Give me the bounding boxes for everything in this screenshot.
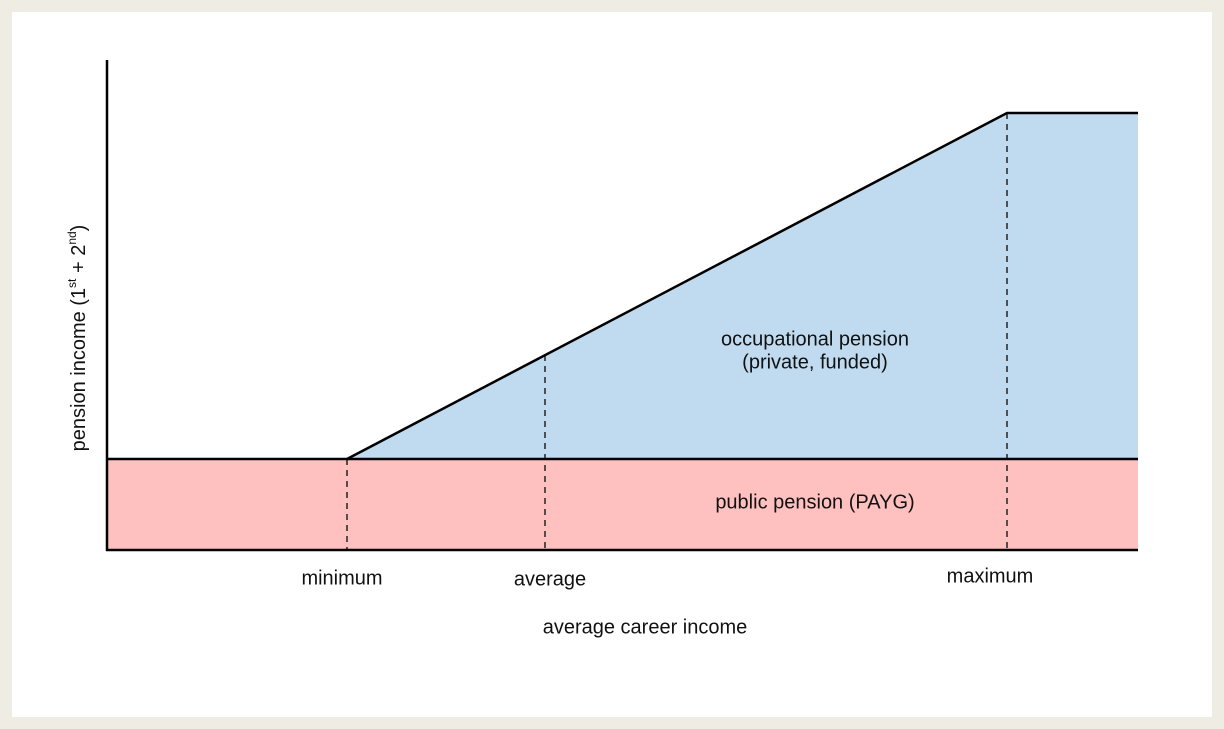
region-label: public pension (PAYG)	[715, 491, 914, 513]
y-label-sup: st	[65, 278, 79, 288]
x-marker-label: minimum	[301, 567, 382, 589]
occupational-region	[347, 113, 1138, 459]
y-label-sup: nd	[65, 231, 79, 244]
x-axis-label: average career income	[543, 616, 748, 638]
region-label: (private, funded)	[742, 351, 888, 373]
x-marker-label: average	[514, 568, 586, 590]
lines	[105, 60, 1138, 552]
total-line	[346, 111, 1138, 461]
y-label-part: pension income (1	[68, 288, 90, 451]
region-label: occupational pension	[721, 328, 909, 350]
public-region	[107, 459, 1138, 550]
y-label-part: )	[68, 225, 90, 232]
x-marker-label: maximum	[947, 565, 1034, 587]
y-label-part: + 2	[68, 245, 90, 279]
y-axis-label: pension income (1st + 2nd)	[65, 225, 90, 452]
dashed-guides	[346, 113, 1008, 550]
